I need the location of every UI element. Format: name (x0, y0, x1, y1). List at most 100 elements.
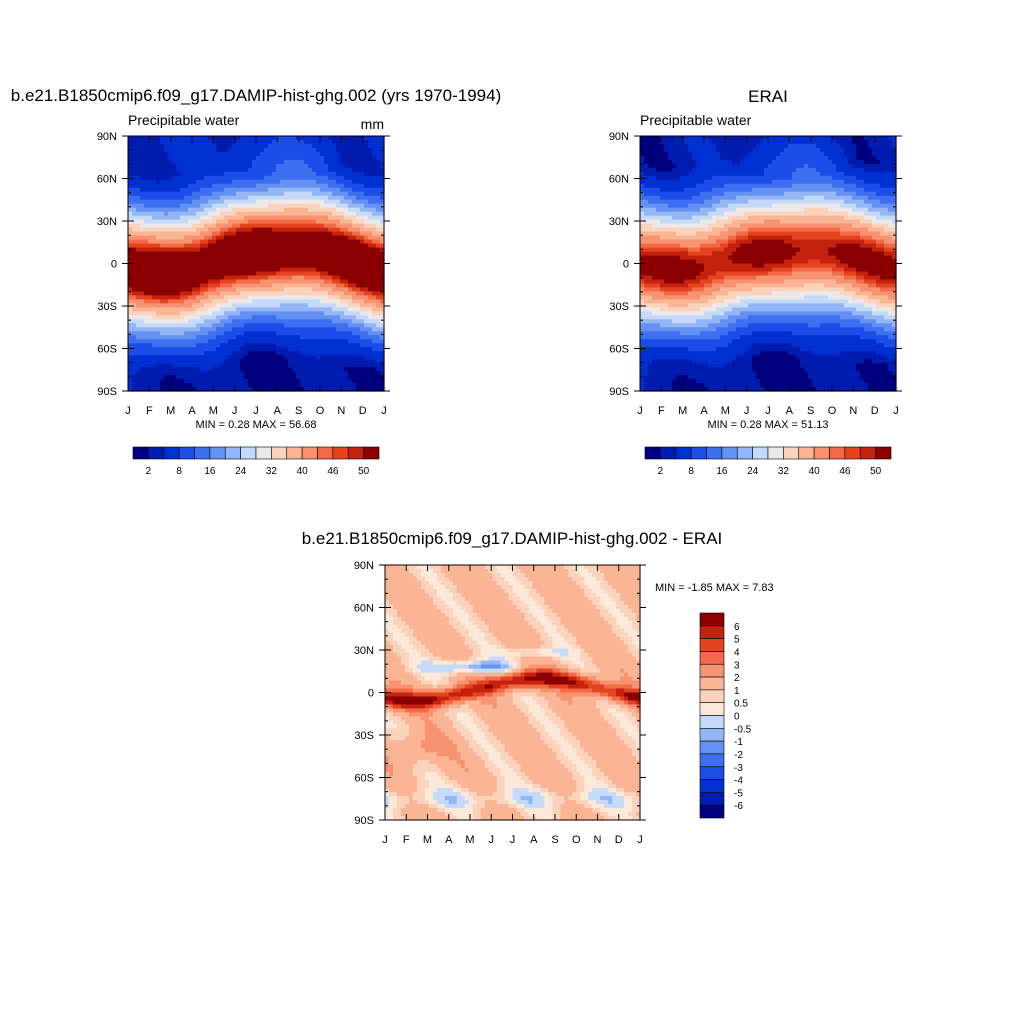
contour-cell (760, 147, 765, 153)
contour-cell (320, 307, 325, 312)
contour-cell (348, 231, 353, 237)
contour-cell (804, 143, 809, 149)
contour-cell (224, 171, 229, 177)
contour-cell (136, 235, 141, 241)
contour-cell (140, 379, 145, 384)
contour-cell (356, 227, 361, 233)
contour-cell (212, 255, 217, 261)
contour-cell (816, 155, 821, 161)
contour-cell (136, 291, 141, 296)
contour-cell (144, 136, 149, 141)
contour-cell (216, 175, 221, 181)
contour-cell (372, 199, 377, 205)
contour-cell (188, 147, 193, 153)
contour-cell (740, 147, 745, 153)
contour-cell (132, 339, 137, 344)
contour-cell (248, 223, 253, 229)
contour-cell (300, 367, 305, 372)
contour-cell (144, 351, 149, 356)
contour-cell (252, 147, 257, 153)
contour-cell (332, 367, 337, 372)
contour-cell (704, 167, 709, 173)
panel-subtitle: Precipitable water (640, 112, 752, 128)
contour-cell (188, 255, 193, 261)
contour-cell (172, 263, 177, 269)
contour-cell (136, 251, 141, 257)
contour-cell (168, 163, 173, 169)
contour-cell (868, 159, 873, 165)
contour-cell (164, 151, 169, 157)
contour-cell (888, 171, 893, 177)
contour-cell (824, 163, 829, 169)
contour-cell (200, 351, 205, 356)
contour-cell (364, 367, 369, 372)
contour-cell (340, 279, 345, 285)
contour-cell (308, 171, 313, 177)
contour-cell (860, 136, 865, 141)
contour-cell (376, 335, 381, 340)
contour-cell (352, 227, 357, 233)
contour-cell (208, 247, 213, 253)
contour-cell (704, 179, 709, 185)
contour-cell (228, 227, 233, 233)
contour-cell (256, 151, 261, 157)
contour-cell (352, 355, 357, 360)
contour-cell (212, 319, 217, 324)
contour-cell (128, 307, 133, 312)
contour-cell (260, 291, 265, 296)
contour-cell (152, 319, 157, 324)
contour-cell (360, 347, 365, 352)
contour-cell (292, 299, 297, 304)
contour-cell (200, 335, 205, 340)
contour-cell (340, 136, 345, 141)
contour-cell (244, 175, 249, 181)
contour-cell (368, 199, 373, 205)
contour-cell (748, 179, 753, 185)
contour-cell (180, 347, 185, 352)
contour-cell (324, 315, 329, 320)
contour-cell (216, 171, 221, 177)
contour-cell (308, 375, 313, 380)
contour-cell (348, 387, 353, 392)
contour-cell (204, 291, 209, 296)
contour-cell (644, 163, 649, 169)
contour-cell (376, 271, 381, 277)
contour-cell (684, 151, 689, 157)
contour-cell (196, 275, 201, 281)
contour-cell (136, 339, 141, 344)
contour-cell (192, 263, 197, 269)
contour-cell (312, 267, 317, 273)
contour-cell (308, 167, 313, 173)
contour-cell (260, 195, 265, 201)
contour-cell (368, 163, 373, 169)
contour-cell (184, 243, 189, 249)
contour-cell (732, 163, 737, 169)
contour-cell (300, 227, 305, 233)
contour-cell (364, 271, 369, 277)
contour-cell (152, 339, 157, 344)
contour-cell (152, 371, 157, 376)
contour-cell (740, 151, 745, 157)
contour-cell (260, 143, 265, 149)
contour-cell (276, 283, 281, 288)
contour-cell (168, 283, 173, 288)
contour-cell (704, 159, 709, 165)
contour-cell (344, 243, 349, 249)
contour-cell (328, 291, 333, 296)
contour-cell (284, 319, 289, 324)
contour-cell (236, 291, 241, 296)
contour-cell (312, 347, 317, 352)
contour-cell (168, 331, 173, 336)
contour-cell (140, 323, 145, 328)
contour-cell (156, 335, 161, 340)
contour-cell (208, 239, 213, 245)
contour-cell (836, 175, 841, 181)
contour-cell (328, 351, 333, 356)
contour-cell (348, 259, 353, 265)
contour-cell (252, 363, 257, 368)
contour-cell (144, 371, 149, 376)
contour-cell (128, 323, 133, 328)
contour-cell (804, 147, 809, 153)
contour-cell (376, 327, 381, 332)
contour-cell (368, 303, 373, 308)
